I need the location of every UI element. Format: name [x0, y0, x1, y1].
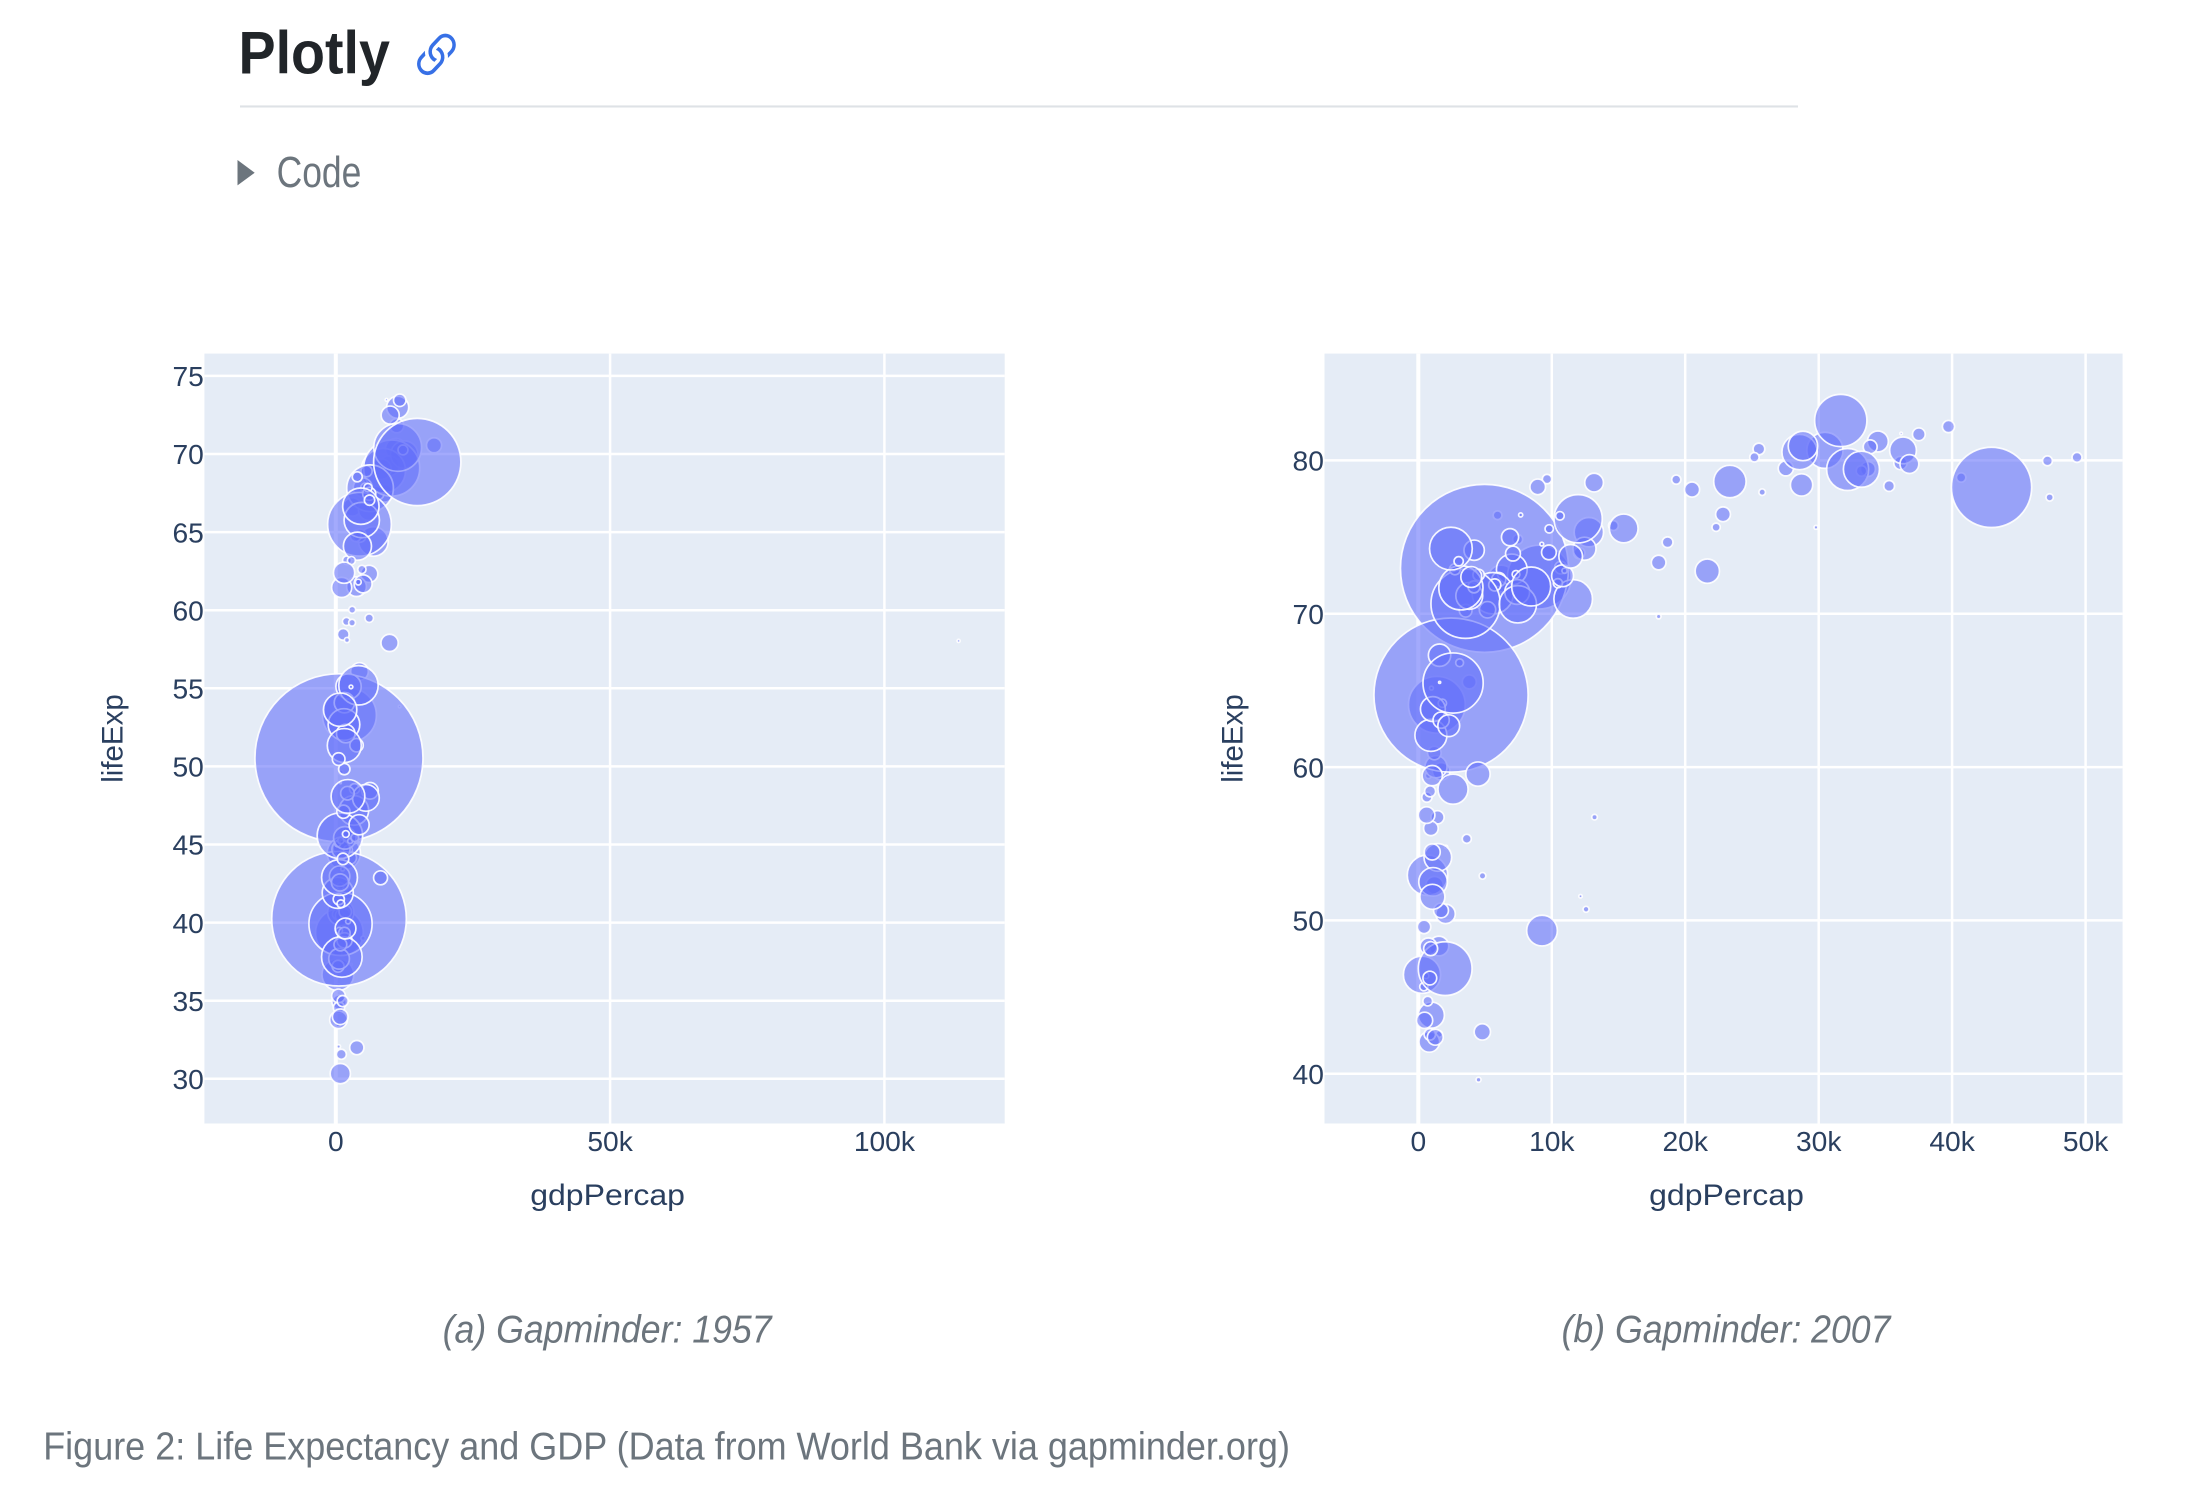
svg-text:Figure 2: Life Expectancy and: Figure 2: Life Expectancy and GDP (Data …: [43, 1424, 1290, 1468]
svg-text:100k: 100k: [854, 1125, 916, 1157]
svg-text:30: 30: [172, 1063, 203, 1095]
svg-text:75: 75: [172, 360, 203, 392]
svg-text:0: 0: [328, 1125, 344, 1157]
svg-text:65: 65: [172, 516, 203, 548]
svg-text:gdpPercap: gdpPercap: [530, 1178, 685, 1212]
svg-text:40k: 40k: [1929, 1125, 1975, 1157]
svg-text:(a) Gapminder: 1957: (a) Gapminder: 1957: [443, 1307, 773, 1351]
svg-text:gdpPercap: gdpPercap: [1649, 1178, 1804, 1212]
svg-text:35: 35: [172, 985, 203, 1017]
svg-text:50: 50: [172, 751, 203, 783]
svg-text:10k: 10k: [1529, 1125, 1575, 1157]
svg-text:Plotly: Plotly: [239, 21, 390, 87]
svg-text:80: 80: [1293, 445, 1324, 477]
svg-text:20k: 20k: [1662, 1125, 1708, 1157]
svg-text:50k: 50k: [2063, 1125, 2109, 1157]
svg-text:0: 0: [1410, 1125, 1426, 1157]
svg-text:lifeExp: lifeExp: [97, 694, 130, 783]
svg-text:50k: 50k: [587, 1125, 633, 1157]
svg-text:70: 70: [172, 438, 203, 470]
svg-text:60: 60: [1293, 751, 1324, 783]
svg-text:30k: 30k: [1796, 1125, 1842, 1157]
svg-text:60: 60: [172, 594, 203, 626]
svg-text:40: 40: [1293, 1058, 1324, 1090]
svg-text:55: 55: [172, 673, 203, 705]
svg-text:45: 45: [172, 829, 203, 861]
svg-text:(b) Gapminder: 2007: (b) Gapminder: 2007: [1562, 1307, 1892, 1351]
svg-text:70: 70: [1293, 598, 1324, 630]
svg-text:40: 40: [172, 907, 203, 939]
svg-text:50: 50: [1293, 905, 1324, 937]
svg-text:Code: Code: [277, 149, 362, 197]
svg-text:lifeExp: lifeExp: [1217, 694, 1250, 783]
